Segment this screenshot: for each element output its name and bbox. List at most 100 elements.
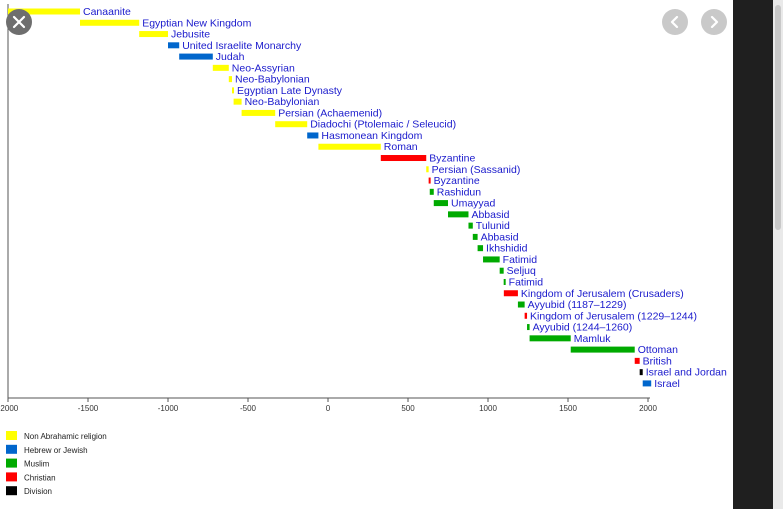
period-label: Seljuq bbox=[507, 265, 536, 277]
period-bar bbox=[524, 312, 528, 319]
x-axis: -2000 -1500 -1000 -500 0 500 1000 1500 2000 bbox=[0, 4, 657, 413]
previous-image-button[interactable] bbox=[662, 9, 688, 35]
period-label: Hasmonean Kingdom bbox=[321, 130, 422, 142]
x-tick-label: 1000 bbox=[479, 404, 497, 413]
legend-swatch bbox=[6, 472, 17, 482]
period-label: Israel bbox=[654, 378, 680, 390]
legend-label: Hebrew or Jewish bbox=[24, 446, 88, 455]
period-label: Ayyubid (1187–1229) bbox=[528, 299, 627, 311]
period-bar bbox=[139, 31, 168, 38]
close-button[interactable] bbox=[6, 9, 32, 35]
period-bar bbox=[233, 98, 242, 105]
period-bar bbox=[503, 290, 518, 297]
period-bar bbox=[527, 324, 530, 331]
period-label: Kingdom of Jerusalem (Crusaders) bbox=[521, 288, 684, 300]
chevron-right-icon bbox=[710, 16, 719, 28]
legend-label: Division bbox=[24, 487, 52, 496]
period-bar bbox=[428, 177, 431, 184]
period-bar bbox=[275, 121, 308, 128]
period-bar bbox=[472, 233, 478, 240]
period-bar bbox=[80, 19, 140, 26]
legend-label: Muslim bbox=[24, 460, 50, 469]
period-label: Israel and Jordan bbox=[646, 367, 727, 379]
period-bar bbox=[483, 256, 500, 263]
x-tick-label: 500 bbox=[401, 404, 415, 413]
legend-swatch bbox=[6, 486, 17, 496]
period-bar bbox=[168, 42, 180, 49]
period-label: Neo-Babylonian bbox=[245, 96, 320, 108]
period-label: Byzantine bbox=[429, 153, 475, 165]
period-bar bbox=[570, 346, 635, 353]
period-bar bbox=[232, 87, 234, 94]
period-labels: Canaanite Egyptian New KingdomJebusiteUni… bbox=[83, 6, 727, 390]
period-label: Canaanite bbox=[83, 6, 131, 18]
x-tick-label: -1000 bbox=[158, 404, 179, 413]
period-bar bbox=[448, 211, 469, 218]
period-bar bbox=[8, 8, 80, 15]
period-label: Persian (Achaemenid) bbox=[278, 107, 382, 119]
period-label: Roman bbox=[384, 141, 418, 153]
period-bar bbox=[307, 132, 319, 139]
period-label: United Israelite Monarchy bbox=[182, 40, 302, 52]
x-tick-label: 0 bbox=[326, 404, 331, 413]
period-label: Mamluk bbox=[574, 333, 612, 345]
period-bar bbox=[499, 267, 504, 274]
close-icon bbox=[12, 15, 26, 29]
x-tick-label: -1500 bbox=[78, 404, 99, 413]
period-label: Egyptian New Kingdom bbox=[142, 17, 251, 29]
period-label: Neo-Assyrian bbox=[232, 62, 295, 74]
period-label: Jebusite bbox=[171, 29, 210, 41]
scrollbar-track[interactable] bbox=[773, 0, 783, 509]
period-label: Ayyubid (1244–1260) bbox=[533, 322, 633, 334]
legend-swatch bbox=[6, 444, 17, 454]
period-bar bbox=[634, 357, 640, 364]
period-label: Rashidun bbox=[437, 186, 482, 198]
period-label: Diadochi (Ptolemaic / Seleucid) bbox=[310, 119, 456, 131]
period-bar bbox=[468, 222, 473, 229]
x-tick-label: 2000 bbox=[639, 404, 657, 413]
chevron-left-icon bbox=[670, 16, 679, 28]
period-bar bbox=[433, 200, 448, 207]
period-label: Judah bbox=[216, 51, 245, 63]
period-label: Tulunid bbox=[476, 220, 510, 232]
period-label: Fatimid bbox=[503, 254, 538, 266]
legend-swatch bbox=[6, 458, 17, 468]
period-label: Neo-Babylonian bbox=[235, 74, 310, 86]
period-bar bbox=[639, 369, 643, 376]
legend-swatch bbox=[6, 431, 17, 440]
period-label: Abbasid bbox=[471, 209, 509, 221]
period-bar bbox=[517, 301, 525, 308]
period-label: Umayyad bbox=[451, 198, 496, 210]
x-tick-label: -500 bbox=[240, 404, 257, 413]
x-tick-label: 1500 bbox=[559, 404, 577, 413]
period-label: Kingdom of Jerusalem (1229–1244) bbox=[530, 310, 697, 322]
period-bar bbox=[503, 278, 506, 285]
timeline-chart: -2000 -1500 -1000 -500 0 500 1000 1500 2000 Cana… bbox=[0, 4, 727, 496]
period-label: Byzantine bbox=[434, 175, 480, 187]
period-label: Ottoman bbox=[638, 344, 678, 356]
legend-label: Christian bbox=[24, 473, 56, 482]
period-bar bbox=[426, 166, 429, 173]
period-bar bbox=[429, 188, 434, 195]
period-bar bbox=[318, 143, 381, 150]
period-bar bbox=[642, 380, 652, 387]
period-bar bbox=[477, 245, 484, 252]
period-bar bbox=[241, 109, 276, 116]
x-tick-label: -2000 bbox=[0, 404, 19, 413]
legend-label: Non Abrahamic religion bbox=[24, 432, 107, 441]
legend: Non Abrahamic religion Hebrew or Jewish Mu… bbox=[6, 431, 107, 496]
period-bars bbox=[8, 8, 652, 387]
period-bar bbox=[529, 335, 571, 342]
period-label: Abbasid bbox=[481, 231, 519, 243]
next-image-button[interactable] bbox=[701, 9, 727, 35]
period-bar bbox=[179, 53, 213, 60]
period-bar bbox=[380, 155, 427, 162]
period-bar bbox=[212, 64, 229, 71]
period-label: British bbox=[643, 355, 672, 367]
period-label: Ikhshidid bbox=[486, 243, 528, 255]
period-label: Persian (Sassanid) bbox=[432, 164, 521, 176]
period-bar bbox=[228, 76, 232, 83]
scrollbar-thumb[interactable] bbox=[775, 5, 781, 230]
period-label: Egyptian Late Dynasty bbox=[237, 85, 343, 97]
